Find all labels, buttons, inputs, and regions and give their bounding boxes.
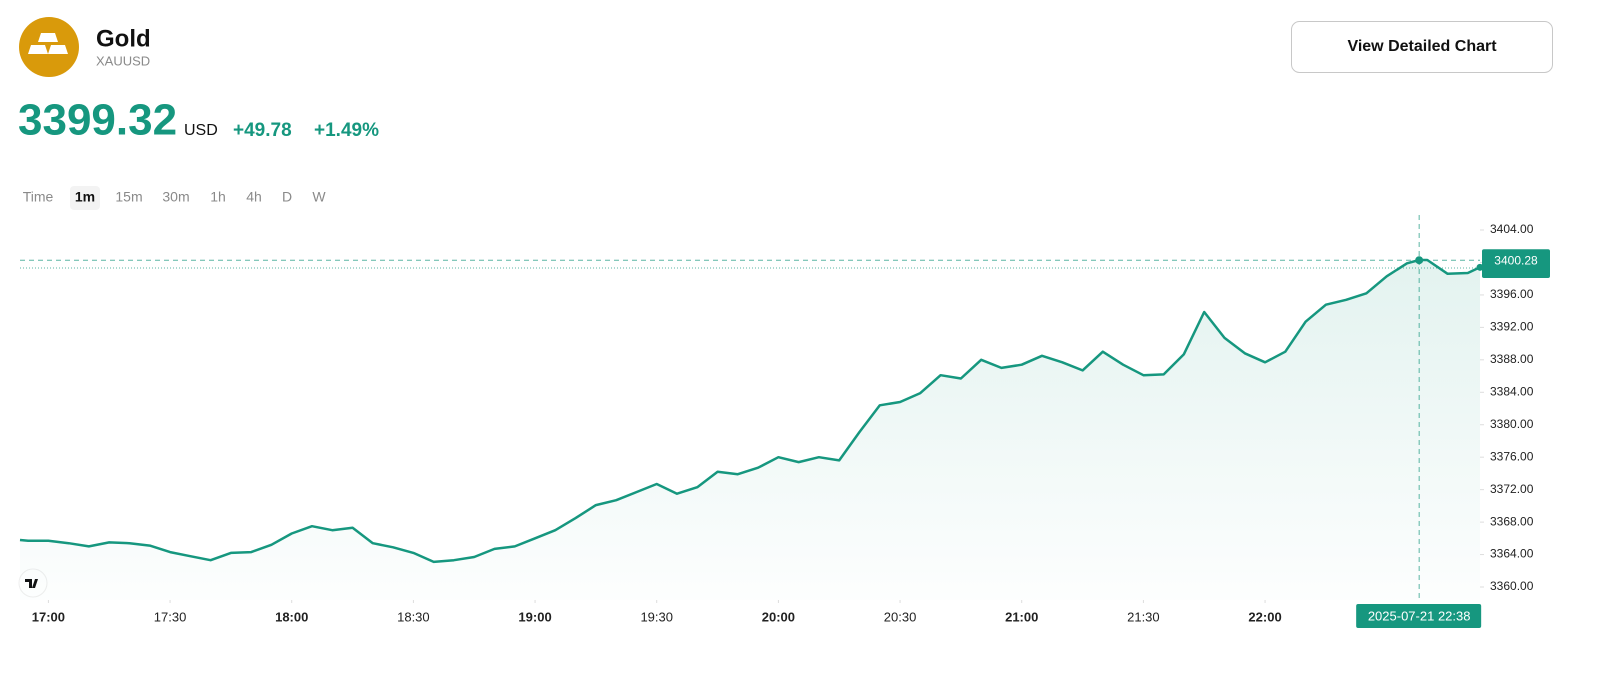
- button-label[interactable]: View Detailed Chart: [1347, 38, 1497, 55]
- asset-name: Gold: [96, 25, 151, 52]
- detail-button[interactable]: View Detailed Chart: [1291, 21, 1553, 73]
- crosshair-value-label: 3400.28: [1494, 253, 1538, 267]
- y-tick-label: 3384.00: [1490, 384, 1534, 398]
- price: 3399.32: [18, 96, 177, 145]
- currency: USD: [184, 122, 218, 139]
- crosshair-date-tag: [1356, 604, 1482, 628]
- timeframe-tab[interactable]: Time: [23, 189, 54, 205]
- timeframe-tab[interactable]: 1h: [210, 189, 226, 205]
- asset-symbol: XAUUSD: [96, 53, 150, 68]
- x-tick-label: 21:30: [1127, 609, 1160, 624]
- x-tick-label: 17:00: [32, 609, 65, 624]
- timeframe-tab[interactable]: 1m: [75, 189, 95, 205]
- timeframe-tabs: Time 1m 15m 30m 1h 4h D W: [23, 186, 326, 210]
- tab-selected-bg: [70, 186, 100, 210]
- y-tick-label: 3404.00: [1490, 222, 1534, 236]
- x-tick-label: 21:00: [1005, 609, 1038, 624]
- percent-change: +1.49%: [314, 120, 379, 141]
- x-tick-label: 20:30: [884, 609, 917, 624]
- timeframe-tab[interactable]: W: [312, 189, 326, 205]
- last-point: [1476, 263, 1484, 271]
- x-tick-label: 18:30: [397, 609, 430, 624]
- price-line: [19, 258, 1481, 564]
- y-tick-label: 3396.00: [1490, 287, 1534, 301]
- y-tick-label: 3376.00: [1490, 449, 1534, 463]
- y-tick-label: 3372.00: [1490, 482, 1534, 496]
- price-change: +49.78: [233, 120, 292, 141]
- x-tick-label: 22:00: [1248, 609, 1281, 624]
- y-tick-label: 3360.00: [1490, 579, 1534, 593]
- timeframe-tab[interactable]: 4h: [246, 189, 262, 205]
- crosshair-date-label: 2025-07-21 22:38: [1368, 608, 1471, 623]
- crosshair-value-tag: [1482, 249, 1550, 272]
- timeframe-tab[interactable]: 15m: [115, 189, 142, 205]
- y-tick-label: 3368.00: [1490, 514, 1534, 528]
- x-tick-label: 19:00: [518, 609, 551, 624]
- crosshair-point: [1415, 256, 1424, 265]
- x-tick-label: 17:30: [154, 609, 187, 624]
- y-tick-label: 3388.00: [1490, 352, 1534, 366]
- y-tick-label: 3364.00: [1490, 547, 1534, 561]
- y-tick-label: 3380.00: [1490, 417, 1534, 431]
- area: [20, 260, 1480, 600]
- timeframe-tab[interactable]: D: [282, 189, 292, 205]
- x-tick-label: 18:00: [275, 609, 308, 624]
- timeframe-tab[interactable]: 30m: [162, 189, 189, 205]
- gold-icon: [19, 17, 79, 77]
- y-tick-label: 3392.00: [1490, 320, 1534, 334]
- x-tick-label: 20:00: [762, 609, 795, 624]
- x-tick-label: 19:30: [640, 609, 673, 624]
